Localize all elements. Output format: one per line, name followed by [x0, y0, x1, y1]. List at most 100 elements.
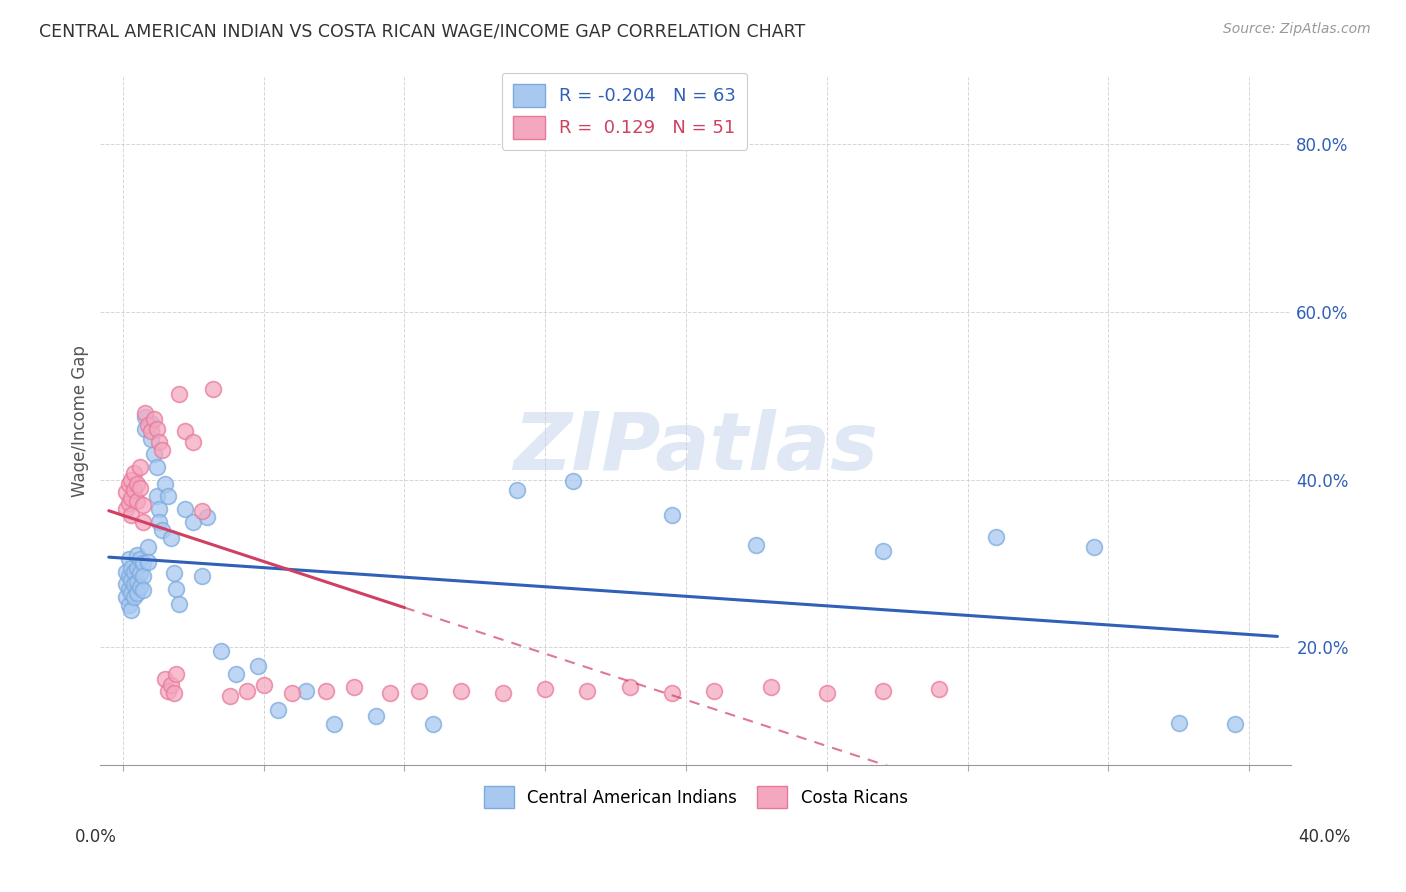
- Point: [122, 483, 145, 497]
- Text: CENTRAL AMERICAN INDIAN VS COSTA RICAN WAGE/INCOME GAP CORRELATION CHART: CENTRAL AMERICAN INDIAN VS COSTA RICAN W…: [39, 22, 806, 40]
- Point: [114, 485, 136, 500]
- Point: [872, 683, 894, 698]
- Point: [120, 508, 142, 522]
- Point: [323, 717, 346, 731]
- Text: Source: ZipAtlas.com: Source: ZipAtlas.com: [1223, 22, 1371, 37]
- Point: [150, 443, 173, 458]
- Point: [181, 434, 204, 449]
- Point: [162, 566, 184, 581]
- Point: [159, 531, 181, 545]
- Point: [125, 586, 148, 600]
- Point: [142, 412, 165, 426]
- Point: [165, 667, 187, 681]
- Point: [148, 515, 170, 529]
- Point: [366, 709, 388, 723]
- Point: [236, 683, 259, 698]
- Point: [1083, 540, 1105, 554]
- Point: [120, 602, 142, 616]
- Point: [167, 597, 190, 611]
- Point: [125, 560, 148, 574]
- Point: [295, 683, 318, 698]
- Point: [422, 717, 444, 731]
- Point: [148, 502, 170, 516]
- Point: [150, 523, 173, 537]
- Point: [120, 573, 142, 587]
- Point: [114, 590, 136, 604]
- Point: [267, 703, 290, 717]
- Point: [120, 491, 142, 505]
- Point: [201, 382, 224, 396]
- Point: [134, 422, 156, 436]
- Point: [165, 582, 187, 596]
- Point: [928, 682, 950, 697]
- Point: [408, 683, 430, 698]
- Point: [139, 433, 162, 447]
- Point: [117, 569, 139, 583]
- Point: [745, 538, 768, 552]
- Point: [117, 476, 139, 491]
- Point: [281, 686, 304, 700]
- Point: [128, 566, 150, 581]
- Point: [131, 557, 153, 571]
- Point: [162, 686, 184, 700]
- Text: 40.0%: 40.0%: [1298, 828, 1351, 846]
- Point: [125, 493, 148, 508]
- Point: [131, 498, 153, 512]
- Point: [315, 683, 337, 698]
- Point: [122, 590, 145, 604]
- Point: [703, 683, 725, 698]
- Point: [661, 686, 683, 700]
- Point: [1167, 715, 1189, 730]
- Point: [815, 686, 838, 700]
- Point: [117, 582, 139, 596]
- Point: [984, 530, 1007, 544]
- Point: [148, 434, 170, 449]
- Point: [343, 681, 366, 695]
- Point: [134, 406, 156, 420]
- Point: [619, 681, 641, 695]
- Point: [225, 667, 247, 681]
- Point: [131, 569, 153, 583]
- Point: [128, 552, 150, 566]
- Point: [173, 502, 195, 516]
- Point: [156, 683, 179, 698]
- Point: [159, 678, 181, 692]
- Point: [195, 510, 218, 524]
- Point: [173, 424, 195, 438]
- Point: [122, 565, 145, 579]
- Point: [661, 508, 683, 522]
- Point: [131, 583, 153, 598]
- Point: [247, 658, 270, 673]
- Point: [114, 502, 136, 516]
- Y-axis label: Wage/Income Gap: Wage/Income Gap: [72, 345, 89, 497]
- Point: [145, 460, 167, 475]
- Point: [145, 422, 167, 436]
- Point: [153, 476, 176, 491]
- Point: [139, 424, 162, 438]
- Point: [167, 387, 190, 401]
- Point: [576, 683, 599, 698]
- Point: [136, 418, 159, 433]
- Point: [128, 481, 150, 495]
- Point: [190, 504, 212, 518]
- Point: [139, 416, 162, 430]
- Point: [117, 599, 139, 613]
- Point: [506, 483, 529, 497]
- Point: [117, 552, 139, 566]
- Point: [759, 681, 782, 695]
- Text: 0.0%: 0.0%: [75, 828, 117, 846]
- Point: [218, 689, 240, 703]
- Point: [134, 409, 156, 424]
- Point: [181, 515, 204, 529]
- Point: [136, 540, 159, 554]
- Legend: Central American Indians, Costa Ricans: Central American Indians, Costa Ricans: [478, 780, 914, 814]
- Point: [534, 682, 557, 697]
- Point: [1223, 717, 1246, 731]
- Point: [128, 580, 150, 594]
- Point: [450, 683, 472, 698]
- Point: [114, 577, 136, 591]
- Point: [492, 686, 515, 700]
- Point: [117, 496, 139, 510]
- Point: [190, 569, 212, 583]
- Point: [122, 466, 145, 480]
